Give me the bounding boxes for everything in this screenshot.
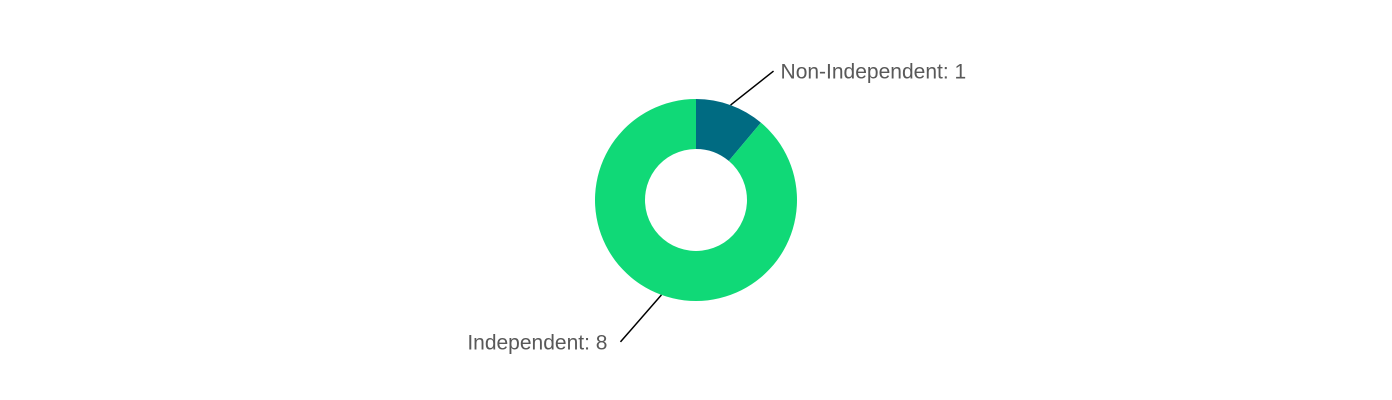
data-label: Independent: 8	[467, 331, 607, 354]
leader-line	[619, 294, 663, 343]
data-label: Non-Independent: 1	[781, 61, 967, 84]
donut-slice	[595, 99, 797, 301]
leader-line	[730, 70, 775, 106]
donut-slice	[696, 99, 761, 161]
